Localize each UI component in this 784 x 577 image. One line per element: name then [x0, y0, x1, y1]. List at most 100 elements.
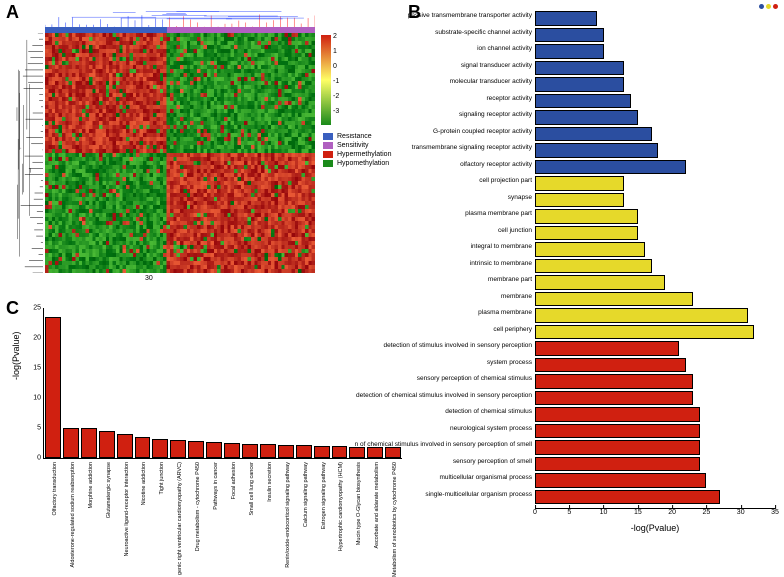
hbar-row — [535, 60, 775, 77]
hbar — [535, 110, 638, 125]
hbar-row — [535, 390, 775, 407]
hbar-label: membrane part — [488, 276, 532, 283]
hbar-label: substrate-specific channel activity — [435, 29, 532, 36]
hbar — [535, 176, 624, 191]
hbar-label: intrinsic to membrane — [470, 260, 532, 267]
hbar — [535, 61, 624, 76]
legend-item: Hypomethylation — [323, 160, 391, 167]
go-barchart — [535, 10, 775, 505]
hbar — [535, 473, 706, 488]
hbar-label: signaling receptor activity — [459, 111, 532, 118]
vbar — [152, 439, 168, 458]
hbar — [535, 127, 652, 142]
hbar-label: cell junction — [498, 227, 532, 234]
vbar — [99, 431, 115, 458]
vbar-label: Ascorbate and aldarate metabolism — [374, 462, 380, 549]
vbar — [135, 437, 151, 458]
hbar-row — [535, 406, 775, 423]
vbar — [170, 440, 186, 458]
hbar-label: olfactory receptor activity — [460, 161, 532, 168]
heatmap-panel: 210-1-2-3 ResistanceSensitivityHypermeth… — [5, 5, 405, 300]
hbar-label: sensory perception of smell — [453, 458, 532, 465]
hbar-row — [535, 93, 775, 110]
vbar — [349, 447, 365, 458]
hbar — [535, 457, 700, 472]
dendrogram-left — [15, 33, 43, 273]
go-barchart-axis: 05101520253035 -log(Pvalue) — [535, 508, 775, 536]
panelC-yticks: 0510152025 — [25, 308, 41, 458]
heatmap-x-mark: 30 — [145, 275, 153, 282]
heatmap-legend: ResistanceSensitivityHypermethylationHyp… — [323, 133, 391, 169]
hbar — [535, 259, 652, 274]
hbar-label: transmembrane signaling receptor activit… — [412, 144, 532, 151]
panelC-ylabel: -log(Pvalue) — [11, 331, 21, 380]
hbar — [535, 77, 624, 92]
hbar-label: molecular transducer activity — [450, 78, 532, 85]
hbar-label: passive transmembrane transporter activi… — [408, 12, 532, 19]
panelB-xlabel: -log(Pvalue) — [535, 523, 775, 533]
hbar-row — [535, 291, 775, 308]
vbar-label: Nicotine addiction — [141, 462, 147, 505]
vbar-label: Insulin secretion — [267, 462, 273, 502]
vbar-label: Focal adhesion — [231, 462, 237, 499]
hbar — [535, 374, 693, 389]
vbar — [206, 442, 222, 458]
hbar-row — [535, 439, 775, 456]
hbar-row — [535, 489, 775, 506]
hbar-label: multicellular organismal process — [440, 474, 532, 481]
hbar-row — [535, 175, 775, 192]
vbar-label: Olfactory transduction — [52, 462, 58, 516]
hbar — [535, 44, 604, 59]
vbar — [117, 434, 133, 458]
hbar-label: receptor activity — [486, 95, 532, 102]
hbar-row — [535, 126, 775, 143]
hbar — [535, 325, 754, 340]
hbar-label: detection of stimulus involved in sensor… — [384, 342, 533, 349]
hbar — [535, 226, 638, 241]
hbar-row — [535, 10, 775, 27]
hbar — [535, 407, 700, 422]
vbar — [278, 445, 294, 458]
vbar — [385, 447, 401, 458]
hbar-row — [535, 472, 775, 489]
hbar — [535, 11, 597, 26]
legend-item: Sensitivity — [323, 142, 391, 149]
hbar-row — [535, 258, 775, 275]
hbar-label: membrane — [501, 293, 532, 300]
hbar-label: detection of chemical stimulus — [445, 408, 532, 415]
heatmap-colorbar — [321, 35, 331, 125]
hbar-label: ion channel activity — [477, 45, 532, 52]
hbar-row — [535, 373, 775, 390]
go-barchart-panel: 05101520253035 -log(Pvalue) passive tran… — [405, 2, 780, 542]
kegg-barchart-panel: -log(Pvalue) 0510152025 Olfactory transd… — [5, 300, 405, 540]
vbar — [242, 444, 258, 458]
hbar — [535, 308, 748, 323]
hbar-row — [535, 307, 775, 324]
hbar-row — [535, 142, 775, 159]
hbar-row — [535, 192, 775, 209]
hbar-label: synapse — [508, 194, 532, 201]
vbar — [81, 428, 97, 458]
hbar-row — [535, 456, 775, 473]
heatmap — [45, 33, 315, 273]
vbar-label: Mucin type O-Glycan biosynthesis — [356, 462, 362, 545]
hbar — [535, 490, 720, 505]
dendrogram-top — [45, 11, 315, 27]
vbar — [314, 446, 330, 458]
vbar-label: Hypertrophic cardiomyopathy (HCM) — [338, 462, 344, 551]
vbar-label: Neuroactive ligand-receptor interaction — [124, 462, 130, 556]
hbar-row — [535, 340, 775, 357]
vbar-label: Calcium signaling pathway — [303, 462, 309, 527]
hbar-label: system process — [487, 359, 532, 366]
hbar-row — [535, 241, 775, 258]
hbar-label: G-protein coupled receptor activity — [433, 128, 532, 135]
vbar-label: Metabolism of xenobiotics by cytochrome … — [392, 462, 398, 577]
hbar — [535, 292, 693, 307]
vbar-label: Pathways in cancer — [213, 462, 219, 510]
hbar — [535, 424, 700, 439]
heatmap-colorbar-ticks: 210-1-2-3 — [333, 33, 339, 123]
hbar — [535, 209, 638, 224]
hbar — [535, 440, 700, 455]
vbar-label: Morphine addiction — [88, 462, 94, 508]
panelC-xlabels: Olfactory transductionAldosterone-regula… — [43, 460, 401, 538]
